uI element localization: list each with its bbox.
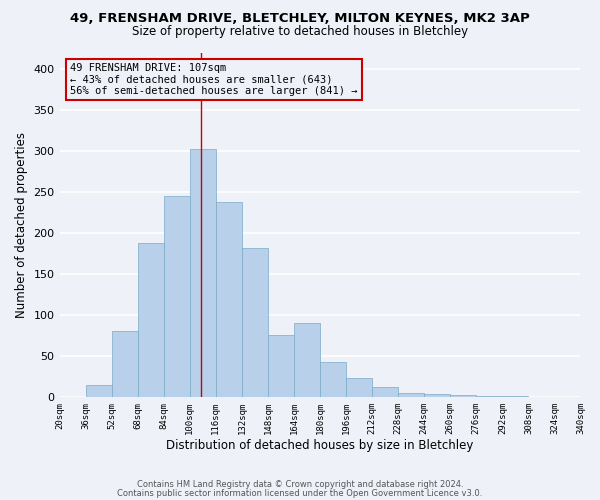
Bar: [372, 387, 398, 397]
Bar: [242, 248, 268, 397]
Bar: [190, 149, 216, 397]
Bar: [320, 362, 346, 397]
Bar: [112, 331, 137, 397]
Bar: [476, 396, 502, 397]
Text: 49 FRENSHAM DRIVE: 107sqm
← 43% of detached houses are smaller (643)
56% of semi: 49 FRENSHAM DRIVE: 107sqm ← 43% of detac…: [70, 63, 358, 96]
Bar: [346, 378, 372, 397]
Bar: [398, 392, 424, 397]
Text: Contains HM Land Registry data © Crown copyright and database right 2024.: Contains HM Land Registry data © Crown c…: [137, 480, 463, 489]
Bar: [294, 323, 320, 397]
Text: Contains public sector information licensed under the Open Government Licence v3: Contains public sector information licen…: [118, 488, 482, 498]
Bar: [502, 396, 529, 397]
Bar: [86, 384, 112, 397]
X-axis label: Distribution of detached houses by size in Bletchley: Distribution of detached houses by size …: [166, 440, 474, 452]
Bar: [216, 202, 242, 397]
Text: Size of property relative to detached houses in Bletchley: Size of property relative to detached ho…: [132, 25, 468, 38]
Bar: [450, 395, 476, 397]
Bar: [424, 394, 450, 397]
Y-axis label: Number of detached properties: Number of detached properties: [15, 132, 28, 318]
Bar: [268, 336, 294, 397]
Text: 49, FRENSHAM DRIVE, BLETCHLEY, MILTON KEYNES, MK2 3AP: 49, FRENSHAM DRIVE, BLETCHLEY, MILTON KE…: [70, 12, 530, 26]
Bar: [164, 196, 190, 397]
Bar: [137, 242, 164, 397]
